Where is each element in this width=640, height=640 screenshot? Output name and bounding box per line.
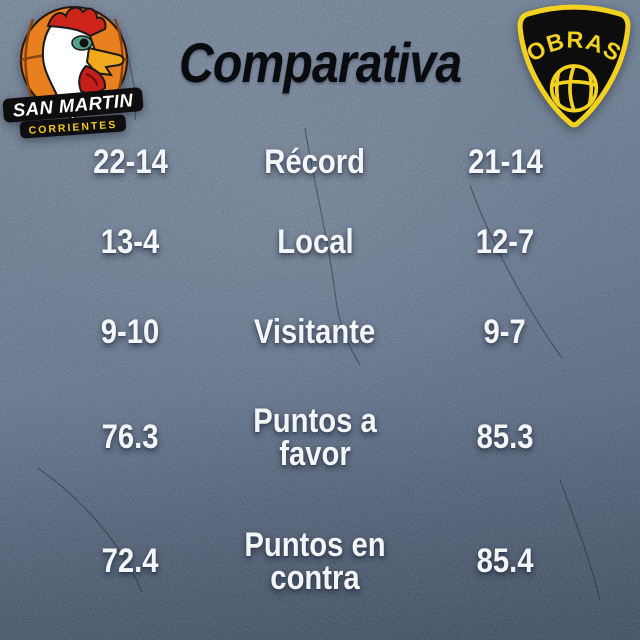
right-value: 85.4 — [476, 542, 534, 581]
right-value: 21-14 — [467, 143, 543, 182]
right-value: 85.3 — [476, 418, 534, 457]
stat-row-puntos-favor: 76.3 Puntos a favor 85.3 — [0, 398, 640, 478]
left-value: 22-14 — [92, 143, 168, 182]
right-value: 12-7 — [475, 223, 535, 262]
stat-label: Puntos a favor — [253, 401, 377, 473]
left-value: 13-4 — [100, 223, 160, 262]
left-value: 72.4 — [101, 542, 159, 581]
stat-label: Puntos en contra — [244, 525, 386, 597]
stat-label: Local — [276, 223, 354, 262]
page-title: Comparativa — [178, 31, 462, 94]
stat-row-local: 13-4 Local 12-7 — [0, 218, 640, 268]
right-value: 9-7 — [483, 313, 527, 352]
left-value: 9-10 — [100, 313, 160, 352]
stat-label: Récord — [264, 143, 366, 182]
stat-row-record: 22-14 Récord 21-14 — [0, 138, 640, 188]
left-value: 76.3 — [101, 418, 159, 457]
beak — [85, 46, 125, 77]
san-martin-logo: SAN MARTIN CORRIENTES — [2, 6, 144, 139]
obras-basketball — [549, 64, 599, 113]
stat-label: Visitante — [254, 313, 376, 352]
obras-logo: OBRAS — [517, 4, 631, 128]
stat-row-visitante: 9-10 Visitante 9-7 — [0, 308, 640, 358]
eye — [79, 38, 89, 48]
stat-row-puntos-contra: 72.4 Puntos en contra 85.4 — [0, 522, 640, 602]
eagle-crest — [46, 6, 107, 38]
header: SAN MARTIN CORRIENTES Comparativa OBRAS — [0, 0, 640, 140]
